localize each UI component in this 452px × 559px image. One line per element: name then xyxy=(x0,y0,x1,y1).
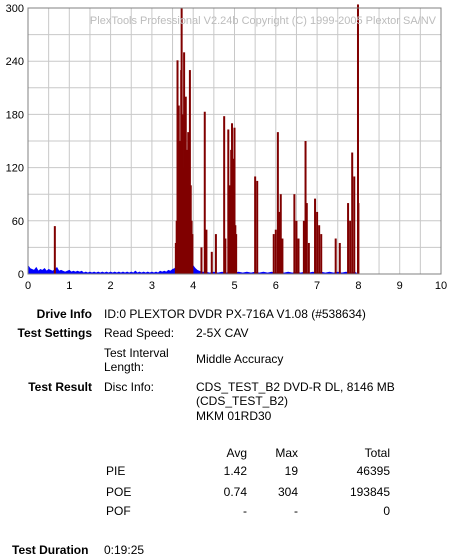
poe-bar xyxy=(233,127,236,274)
poe-bar xyxy=(281,238,284,274)
stats-row-pof-total: 0 xyxy=(383,504,390,518)
test-interval-label-line1: Test Interval xyxy=(104,346,169,360)
x-tick-label: 3 xyxy=(149,280,155,292)
poe-bar xyxy=(200,247,203,274)
stats-row-pof-max: - xyxy=(294,504,298,518)
poe-bar xyxy=(256,180,259,274)
read-speed-label: Read Speed: xyxy=(104,326,175,340)
poe-bar xyxy=(254,176,257,274)
x-axis-tick-labels: 0 1 2 3 4 5 6 7 8 9 10 xyxy=(25,280,447,292)
drive-info-label: Drive Info xyxy=(36,307,92,321)
x-tick-label: 6 xyxy=(273,280,279,292)
poe-bar xyxy=(314,198,317,274)
poe-bar xyxy=(353,176,356,274)
poe-series xyxy=(53,4,360,275)
x-tick-label: 9 xyxy=(397,280,403,292)
poe-bar xyxy=(272,234,275,274)
poe-bar xyxy=(223,116,226,274)
y-tick-label: 120 xyxy=(6,163,24,175)
poe-bar xyxy=(176,60,179,275)
poe-bar xyxy=(297,238,300,274)
poe-bar xyxy=(351,152,354,274)
poe-bar xyxy=(356,4,359,274)
poe-bar xyxy=(295,220,298,274)
stats-header-total: Total xyxy=(364,446,390,460)
poe-bar xyxy=(224,238,227,274)
poe-bar xyxy=(307,242,310,274)
poe-bar xyxy=(210,251,213,274)
plot-border xyxy=(27,7,442,275)
poe-bar xyxy=(305,203,308,274)
y-tick-label: 60 xyxy=(12,216,24,228)
chart-title: PlexTools Professional V2.24b Copyright … xyxy=(90,15,437,27)
test-interval-label-line2: Length: xyxy=(104,360,145,374)
x-tick-label: 0 xyxy=(25,280,31,292)
poe-bar xyxy=(205,229,208,274)
x-tick-label: 1 xyxy=(66,280,72,292)
disc-info-label: Disc Info: xyxy=(104,380,155,394)
poe-bar xyxy=(318,225,321,274)
stats-row-pof-name: POF xyxy=(106,504,131,518)
poe-bar xyxy=(53,226,56,274)
poe-bar xyxy=(188,70,191,274)
stats-header-max: Max xyxy=(275,446,298,460)
stats-row-poe-name: POE xyxy=(106,485,132,499)
stats-row-pie-max: 19 xyxy=(284,464,298,478)
disc-info-line1: CDS_TEST_B2 DVD-R DL, 8146 MB xyxy=(196,380,395,394)
poe-bar xyxy=(316,211,319,274)
test-result-label: Test Result xyxy=(28,380,92,394)
poe-bar xyxy=(276,132,279,274)
stats-row-pie-avg: 1.42 xyxy=(223,464,247,478)
test-duration-value: 0:19:25 xyxy=(104,543,145,557)
stats-row-pie-total: 46395 xyxy=(356,464,390,478)
read-speed-value: 2-5X CAV xyxy=(196,326,249,340)
stats-row-poe-total: 193845 xyxy=(349,485,390,499)
poe-bar xyxy=(274,229,277,274)
drive-info-value: ID:0 PLEXTOR DVDR PX-716A V1.08 (#538634… xyxy=(104,307,366,321)
poe-bar xyxy=(357,203,360,274)
x-tick-label: 5 xyxy=(231,280,237,292)
y-tick-label: 300 xyxy=(6,3,24,15)
disc-info-line3: MKM 01RD30 xyxy=(196,409,272,423)
y-tick-label: 240 xyxy=(6,56,24,68)
poe-bar xyxy=(214,234,217,274)
x-tick-label: 4 xyxy=(190,280,196,292)
poe-bar xyxy=(278,211,281,274)
test-duration-label: Test Duration xyxy=(12,543,89,557)
poe-bar xyxy=(293,194,296,274)
poe-bar xyxy=(320,234,323,274)
x-tick-label: 8 xyxy=(355,280,361,292)
poe-bar xyxy=(338,242,341,274)
y-tick-label: 0 xyxy=(18,269,24,281)
poe-bar xyxy=(349,220,352,274)
poe-bar xyxy=(279,194,282,274)
x-tick-label: 2 xyxy=(108,280,114,292)
y-axis-tick-labels: 0 60 120 180 240 300 xyxy=(6,3,24,281)
scan-chart: PlexTools Professional V2.24b Copyright … xyxy=(6,3,447,292)
stats-row-poe-max: 304 xyxy=(277,485,298,499)
poe-bar xyxy=(347,203,350,274)
test-interval-value: Middle Accuracy xyxy=(196,352,284,366)
stats-row-poe-avg: 0.74 xyxy=(223,485,247,499)
disc-info-line2: (CDS_TEST_B2) xyxy=(196,394,289,408)
poe-bar xyxy=(304,141,307,274)
poe-bar xyxy=(183,52,186,274)
stats-header-avg: Avg xyxy=(226,446,247,460)
stats-row-pie-name: PIE xyxy=(106,464,126,478)
x-tick-label: 10 xyxy=(435,280,447,292)
poe-bar xyxy=(334,238,337,274)
test-settings-label: Test Settings xyxy=(17,326,92,340)
poe-bar xyxy=(235,234,238,274)
stats-row-pof-avg: - xyxy=(243,504,247,518)
y-tick-label: 180 xyxy=(6,109,24,121)
poe-bar xyxy=(203,111,206,275)
poe-bar xyxy=(302,220,305,274)
x-tick-label: 7 xyxy=(314,280,320,292)
poe-bar xyxy=(227,129,230,274)
poe-bar xyxy=(191,234,194,274)
